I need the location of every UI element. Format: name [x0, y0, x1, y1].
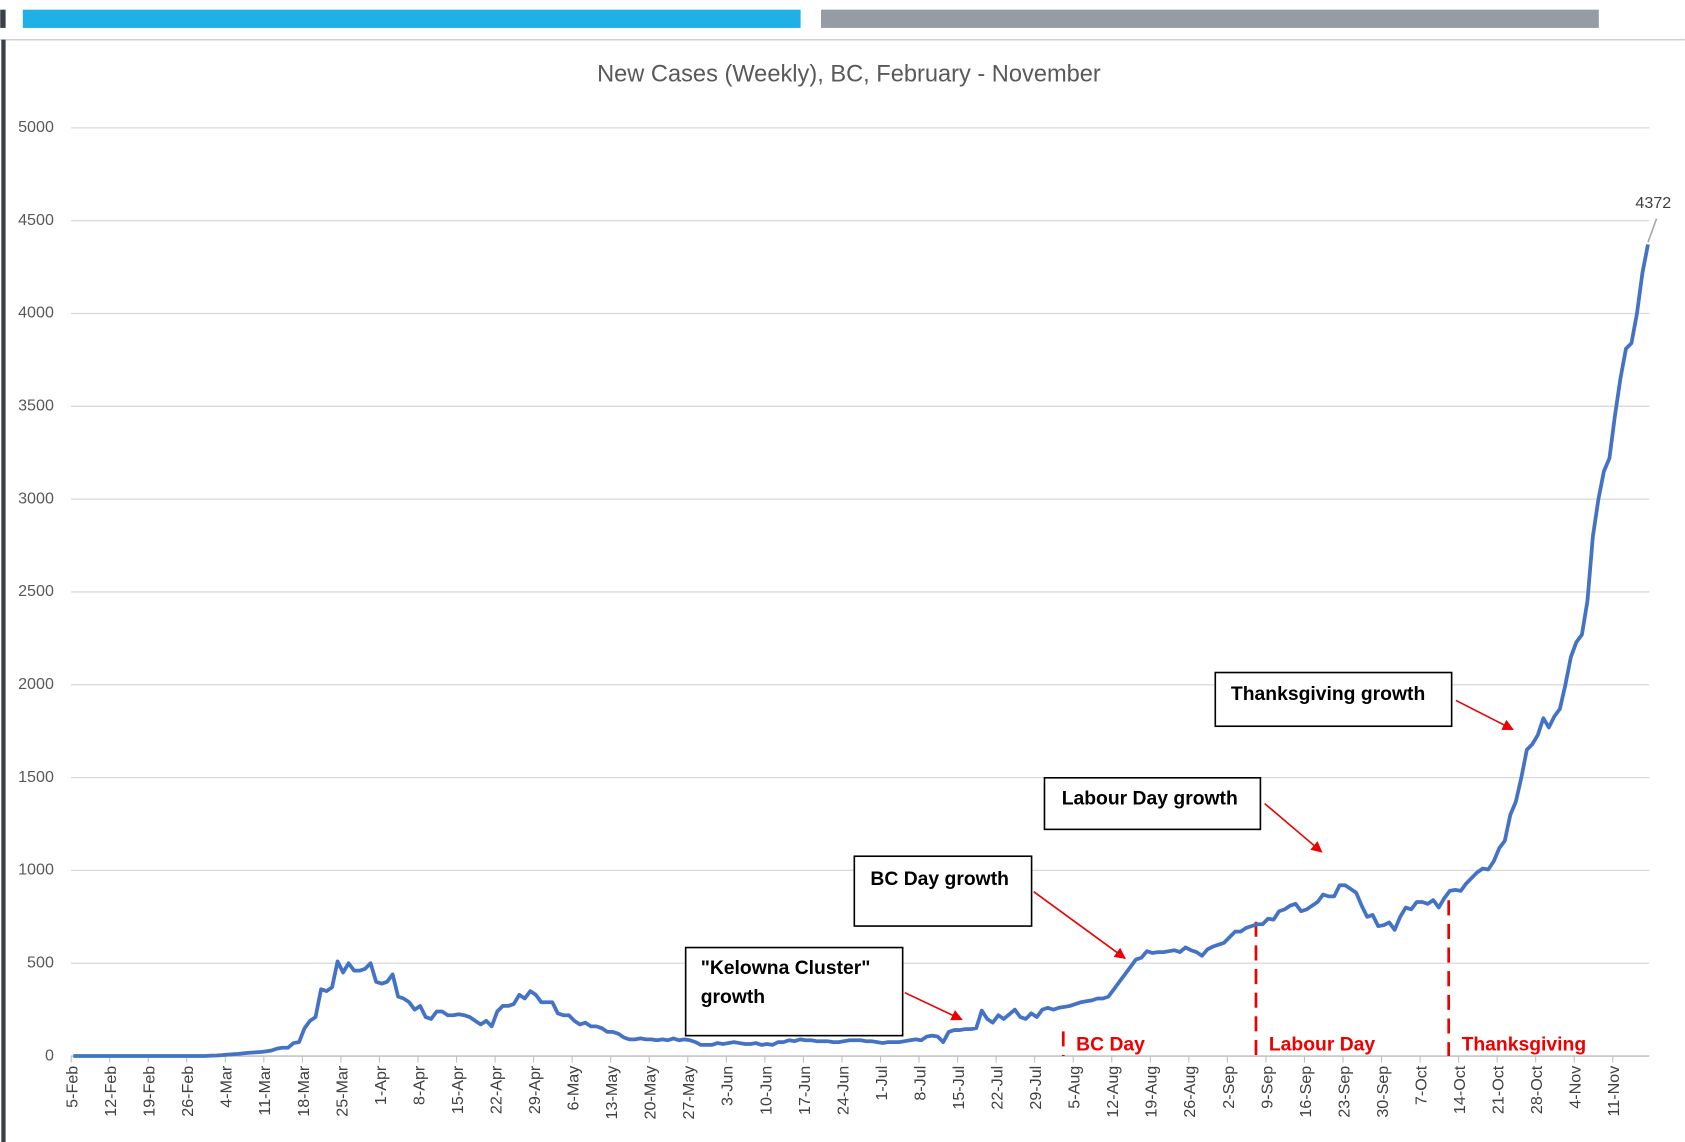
x-tick-label: 8-Jul — [911, 1066, 929, 1101]
y-tick-label: 4500 — [18, 211, 54, 229]
x-tick-label: 4-Mar — [218, 1065, 236, 1108]
x-tick-label: 19-Aug — [1143, 1066, 1161, 1118]
x-tick-label: 15-Apr — [449, 1065, 467, 1114]
x-tick-label: 22-Jul — [989, 1066, 1007, 1110]
x-tick-label: 5-Aug — [1066, 1066, 1084, 1109]
x-tick-label: 23-Sep — [1335, 1066, 1353, 1118]
x-tick-label: 8-Apr — [410, 1065, 428, 1105]
x-tick-label: 17-Jun — [796, 1066, 814, 1115]
x-tick-label: 16-Sep — [1297, 1066, 1315, 1118]
x-tick-label: 11-Mar — [256, 1065, 274, 1115]
y-tick-label: 500 — [27, 953, 54, 971]
y-tick-label: 1500 — [18, 768, 54, 786]
x-tick-label: 13-May — [603, 1065, 621, 1120]
x-tick-label: 22-Apr — [487, 1065, 505, 1114]
annotation-text: Labour Day growth — [1062, 788, 1238, 809]
x-tick-label: 5-Feb — [64, 1066, 82, 1108]
annotation-text: BC Day growth — [870, 869, 1009, 890]
y-tick-label: 1000 — [18, 861, 54, 879]
x-tick-label: 27-May — [680, 1065, 698, 1120]
x-tick-label: 12-Feb — [102, 1066, 120, 1117]
progress-bar-rest — [821, 9, 1599, 28]
x-tick-label: 15-Jul — [950, 1066, 968, 1110]
x-tick-label: 21-Oct — [1490, 1065, 1508, 1114]
x-tick-label: 29-Jul — [1027, 1066, 1045, 1110]
annotation-box — [1214, 671, 1453, 728]
y-tick-label: 3500 — [18, 397, 54, 415]
event-label: Labour Day — [1269, 1034, 1376, 1055]
annotation-arrow — [1033, 891, 1126, 959]
y-tick-label: 2500 — [18, 582, 54, 600]
x-tick-label: 28-Oct — [1528, 1065, 1546, 1114]
x-tick-label: 12-Aug — [1104, 1066, 1122, 1118]
annotation-arrow — [904, 991, 963, 1021]
x-tick-label: 20-May — [642, 1065, 660, 1120]
x-tick-label: 19-Feb — [141, 1066, 159, 1117]
progress-bar — [22, 9, 801, 28]
x-tick-label: 18-Mar — [295, 1065, 313, 1117]
annotation-box — [684, 946, 904, 1037]
x-tick-label: 26-Aug — [1181, 1066, 1199, 1118]
event-label: Thanksgiving — [1462, 1034, 1587, 1055]
x-tick-label: 25-Mar — [333, 1065, 351, 1117]
left-tab — [0, 9, 6, 28]
event-label: BC Day — [1076, 1034, 1145, 1055]
x-tick-label: 10-Jun — [757, 1066, 775, 1115]
data-label: 4372 — [1635, 194, 1671, 212]
x-tick-label: 14-Oct — [1451, 1065, 1469, 1114]
x-tick-label: 24-Jun — [834, 1066, 852, 1115]
annotation-box — [853, 855, 1033, 927]
y-tick-label: 2000 — [18, 675, 54, 693]
annotation-text: Thanksgiving growth — [1231, 684, 1425, 705]
x-tick-label: 26-Feb — [179, 1066, 197, 1117]
y-tick-label: 0 — [45, 1046, 54, 1064]
y-tick-label: 4000 — [18, 304, 54, 322]
annotation-arrow — [1264, 802, 1323, 853]
annotation-text: "Kelowna Cluster" — [701, 958, 871, 979]
x-tick-label: 7-Oct — [1412, 1065, 1430, 1105]
x-tick-label: 9-Sep — [1258, 1066, 1276, 1109]
x-tick-label: 2-Sep — [1220, 1066, 1238, 1109]
x-tick-label: 3-Jun — [719, 1066, 737, 1106]
annotation-arrow — [1455, 699, 1514, 731]
x-tick-label: 6-May — [565, 1065, 583, 1111]
x-tick-label: 30-Sep — [1374, 1066, 1392, 1118]
annotation-text: growth — [701, 987, 765, 1008]
x-tick-label: 11-Nov — [1605, 1066, 1623, 1117]
annotation-box — [1043, 777, 1262, 831]
y-tick-label: 3000 — [18, 489, 54, 507]
leader-line — [1647, 218, 1658, 243]
x-tick-label: 1-Jul — [873, 1066, 891, 1101]
y-tick-label: 5000 — [18, 118, 54, 136]
x-tick-label: 1-Apr — [372, 1065, 390, 1105]
x-tick-label: 4-Nov — [1567, 1066, 1585, 1109]
line-series — [73, 244, 1650, 1058]
chart-title: New Cases (Weekly), BC, February - Novem… — [597, 61, 1101, 87]
x-tick-label: 29-Apr — [526, 1065, 544, 1114]
